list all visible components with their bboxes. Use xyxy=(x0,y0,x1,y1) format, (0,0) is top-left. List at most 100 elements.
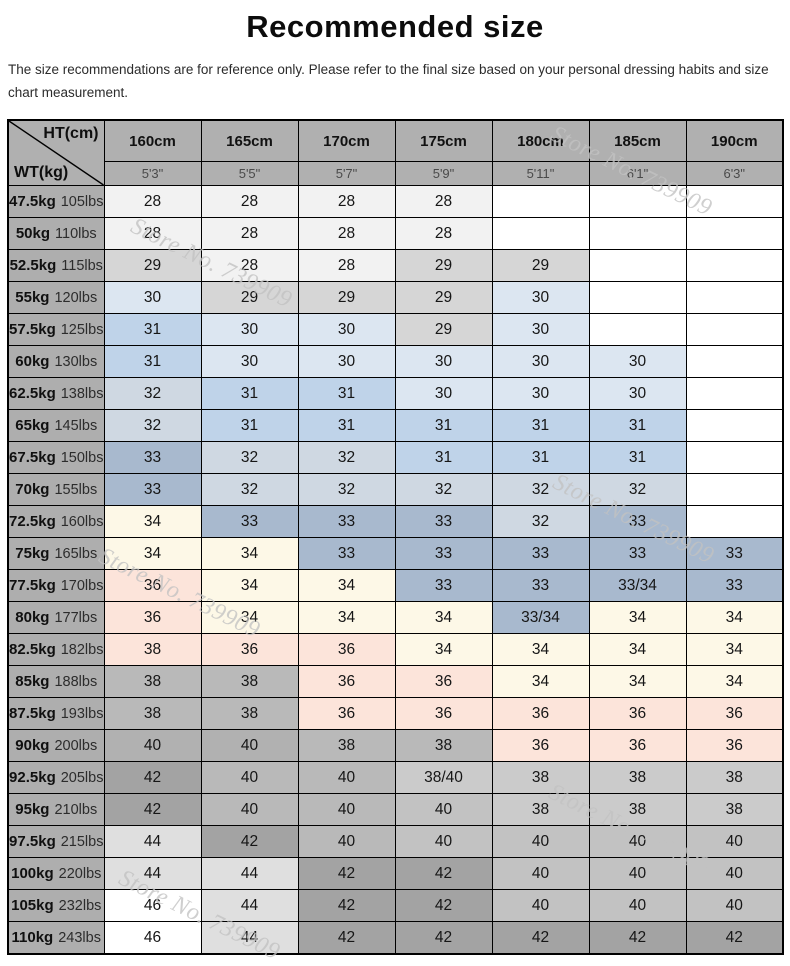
size-cell xyxy=(685,377,784,411)
size-cell: 40 xyxy=(103,729,202,763)
size-cell: 30 xyxy=(491,377,590,411)
size-cell: 36 xyxy=(103,569,202,603)
size-cell: 28 xyxy=(297,249,396,283)
size-cell: 36 xyxy=(394,665,493,699)
size-cell: 33/34 xyxy=(588,569,687,603)
size-cell: 32 xyxy=(297,473,396,507)
size-cell: 31 xyxy=(588,409,687,443)
size-cell: 38 xyxy=(200,697,299,731)
size-cell: 33 xyxy=(297,505,396,539)
size-cell: 33 xyxy=(200,505,299,539)
table-row-95kg: 95kg 210lbs 42 40 40 40 38 38 38 xyxy=(7,793,784,827)
size-cell: 28 xyxy=(297,185,396,219)
size-cell: 42 xyxy=(200,825,299,859)
weight-lbs-label: 170lbs xyxy=(60,578,104,595)
size-cell: 32 xyxy=(297,441,396,475)
weight-kg-label: 77.5kg xyxy=(9,577,56,595)
row-header-75kg: 75kg 165lbs xyxy=(7,537,105,571)
row-header-95kg: 95kg 210lbs xyxy=(7,793,105,827)
row-header-85kg: 85kg 188lbs xyxy=(7,665,105,699)
size-cell: 31 xyxy=(491,409,590,443)
size-cell: 36 xyxy=(297,633,396,667)
size-cell: 42 xyxy=(491,921,590,955)
size-cell: 40 xyxy=(200,793,299,827)
size-cell: 40 xyxy=(491,857,590,891)
size-cell: 31 xyxy=(200,377,299,411)
weight-kg-label: 57.5kg xyxy=(9,321,56,339)
size-cell: 36 xyxy=(394,697,493,731)
table-row-82.5kg: 82.5kg 182lbs 38 36 36 34 34 34 34 xyxy=(7,633,784,667)
size-cell: 38 xyxy=(394,729,493,763)
size-cell: 30 xyxy=(200,313,299,347)
weight-lbs-label: 160lbs xyxy=(60,514,104,531)
table-row-57.5kg: 57.5kg 125lbs 31 30 30 29 30 xyxy=(7,313,784,347)
size-cell: 33 xyxy=(491,537,590,571)
row-header-100kg: 100kg 220lbs xyxy=(7,857,105,891)
size-cell: 33 xyxy=(394,537,493,571)
weight-lbs-label: 182lbs xyxy=(60,642,104,659)
size-cell: 34 xyxy=(200,601,299,635)
size-cell: 34 xyxy=(394,601,493,635)
weight-lbs-label: 205lbs xyxy=(60,770,104,787)
size-cell: 33 xyxy=(297,537,396,571)
size-cell xyxy=(588,217,687,251)
size-cell: 34 xyxy=(394,633,493,667)
size-cell: 31 xyxy=(297,409,396,443)
weight-kg-label: 95kg xyxy=(15,801,50,819)
table-row-92.5kg: 92.5kg 205lbs 42 40 40 38/40 38 38 38 xyxy=(7,761,784,795)
table-row-65kg: 65kg 145lbs 32 31 31 31 31 31 xyxy=(7,409,784,443)
row-header-87.5kg: 87.5kg 193lbs xyxy=(7,697,105,731)
size-cell: 36 xyxy=(297,697,396,731)
size-cell xyxy=(588,281,687,315)
size-cell: 34 xyxy=(200,569,299,603)
page-subtitle: The size recommendations are for referen… xyxy=(8,62,769,101)
row-header-80kg: 80kg 177lbs xyxy=(7,601,105,635)
size-cell: 34 xyxy=(588,633,687,667)
weight-kg-label: 80kg xyxy=(15,609,50,627)
row-header-97.5kg: 97.5kg 215lbs xyxy=(7,825,105,859)
col-header-cm-170cm: 170cm xyxy=(297,119,396,163)
table-row-60kg: 60kg 130lbs 31 30 30 30 30 30 xyxy=(7,345,784,379)
size-cell: 46 xyxy=(103,921,202,955)
size-cell: 40 xyxy=(297,793,396,827)
size-cell: 31 xyxy=(588,441,687,475)
size-cell: 28 xyxy=(394,217,493,251)
table-body: 47.5kg 105lbs 28 28 28 28 50kg 110lbs 28 28 28 28 52… xyxy=(7,185,784,955)
weight-kg-label: 97.5kg xyxy=(9,833,56,851)
size-cell: 38 xyxy=(103,633,202,667)
weight-kg-label: 60kg xyxy=(15,353,50,371)
row-header-55kg: 55kg 120lbs xyxy=(7,281,105,315)
size-cell: 34 xyxy=(491,633,590,667)
row-header-105kg: 105kg 232lbs xyxy=(7,889,105,923)
size-cell: 29 xyxy=(200,281,299,315)
size-cell: 28 xyxy=(297,217,396,251)
size-cell: 36 xyxy=(685,729,784,763)
size-cell: 32 xyxy=(491,473,590,507)
size-cell: 33 xyxy=(394,569,493,603)
table-row-67.5kg: 67.5kg 150lbs 33 32 32 31 31 31 xyxy=(7,441,784,475)
size-cell: 32 xyxy=(103,409,202,443)
size-cell xyxy=(588,249,687,283)
table-row-85kg: 85kg 188lbs 38 38 36 36 34 34 34 xyxy=(7,665,784,699)
size-cell: 33 xyxy=(103,441,202,475)
size-cell: 36 xyxy=(685,697,784,731)
size-cell: 33 xyxy=(103,473,202,507)
size-cell xyxy=(685,505,784,539)
weight-kg-label: 100kg xyxy=(11,865,54,883)
weight-kg-label: 55kg xyxy=(15,289,50,307)
size-cell: 36 xyxy=(297,665,396,699)
size-cell: 42 xyxy=(103,793,202,827)
size-cell: 42 xyxy=(297,889,396,923)
size-cell: 38 xyxy=(685,793,784,827)
table-row-50kg: 50kg 110lbs 28 28 28 28 xyxy=(7,217,784,251)
size-cell: 36 xyxy=(491,697,590,731)
row-header-52.5kg: 52.5kg 115lbs xyxy=(7,249,105,283)
size-cell: 33 xyxy=(588,505,687,539)
weight-lbs-label: 115lbs xyxy=(61,258,103,275)
size-cell: 33 xyxy=(491,569,590,603)
col-header-cm-175cm: 175cm xyxy=(394,119,493,163)
weight-lbs-label: 130lbs xyxy=(54,354,98,371)
size-cell: 38 xyxy=(491,761,590,795)
size-cell: 34 xyxy=(200,537,299,571)
size-cell: 38 xyxy=(103,697,202,731)
